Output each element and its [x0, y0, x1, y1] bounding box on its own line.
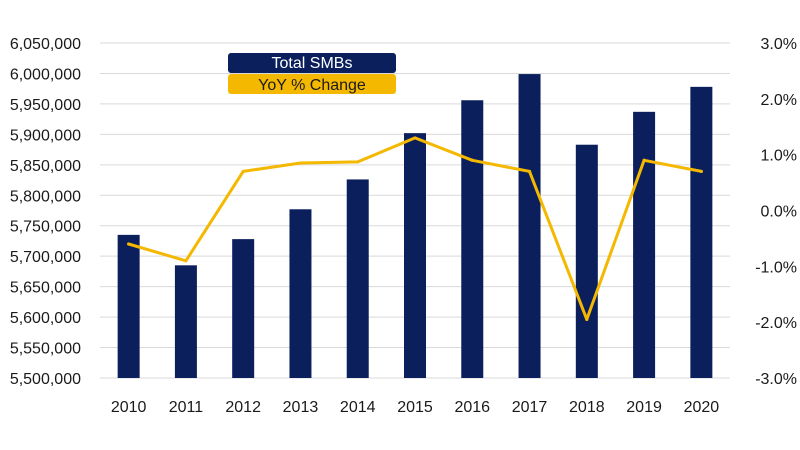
x-axis-tick-label: 2013	[283, 399, 319, 416]
left-axis-tick-label: 5,950,000	[10, 97, 81, 114]
legend: Total SMBs YoY % Change	[228, 53, 396, 94]
left-axis-tick-label: 5,700,000	[10, 249, 81, 266]
x-axis-tick-labels: 2010 2011 2012 2013 2014 2015 2016 2017 2018 2019…	[111, 399, 719, 416]
left-axis-tick-label: 5,600,000	[10, 310, 81, 327]
right-axis-tick-label: 3.0%	[761, 36, 797, 53]
x-axis-tick-label: 2010	[111, 399, 147, 416]
x-axis-tick-label: 2018	[569, 399, 605, 416]
x-axis-tick-label: 2015	[397, 399, 433, 416]
x-axis-tick-label: 2017	[512, 399, 548, 416]
bar-2015	[404, 133, 426, 378]
bar-2018	[575, 144, 598, 378]
bar-2016	[461, 100, 484, 378]
bar-2010	[117, 234, 140, 378]
x-axis-tick-label: 2019	[626, 399, 662, 416]
left-axis-tick-label: 5,900,000	[10, 127, 81, 144]
line-series-yoy-change	[127, 136, 703, 321]
bar-2014	[346, 179, 369, 378]
x-axis-tick-label: 2020	[684, 399, 720, 416]
bar-2019	[633, 111, 656, 378]
left-axis-tick-label: 6,000,000	[10, 66, 81, 83]
x-axis-tick-label: 2011	[169, 399, 204, 416]
left-axis-tick-label: 6,050,000	[10, 36, 81, 53]
line-point-2014	[356, 160, 360, 164]
line-point-2017	[527, 169, 532, 174]
line-point-2018	[585, 317, 589, 321]
x-axis-tick-label: 2016	[454, 399, 490, 416]
right-axis-tick-label: 2.0%	[761, 92, 797, 109]
legend-label-total-smbs: Total SMBs	[272, 55, 353, 72]
x-axis-tick-label: 2012	[225, 399, 261, 416]
line-point-2013	[298, 161, 303, 165]
bar-2013	[289, 209, 312, 378]
line-point-2011	[184, 259, 188, 263]
line-point-2020	[699, 169, 703, 174]
bar-2012	[232, 239, 255, 378]
legend-label-yoy-change: YoY % Change	[258, 77, 366, 94]
left-axis-tick-label: 5,550,000	[10, 341, 81, 358]
line-point-2012	[241, 169, 245, 174]
right-axis-tick-label: 1.0%	[761, 148, 797, 165]
left-axis-tick-label: 5,650,000	[10, 280, 81, 297]
right-axis-tick-label: -2.0%	[755, 315, 797, 332]
left-axis-tick-label: 5,500,000	[10, 371, 81, 388]
right-axis-tick-label: 0.0%	[761, 204, 797, 221]
right-axis-tick-labels: -3.0% -2.0% -1.0% 0.0% 1.0% 2.0% 3.0%	[755, 36, 797, 388]
legend-swatch-total-smbs	[228, 53, 396, 73]
x-axis-tick-label: 2014	[340, 399, 376, 416]
line-point-2010	[127, 242, 131, 246]
bar-series-total-smbs	[117, 74, 713, 379]
left-axis-tick-label: 5,800,000	[10, 188, 81, 205]
legend-swatch-yoy-change	[228, 74, 396, 94]
left-axis-tick-label: 5,850,000	[10, 158, 81, 175]
bar-2011	[174, 265, 197, 378]
bar-2020	[690, 86, 713, 378]
bar-2017	[518, 74, 541, 379]
left-axis-tick-labels: 5,500,000 5,550,000 5,600,000 5,650,000 5,70…	[10, 36, 81, 388]
right-axis-tick-label: -3.0%	[755, 371, 797, 388]
line-point-2015	[413, 136, 417, 140]
line-point-2016	[470, 158, 474, 162]
line-point-2019	[642, 158, 646, 162]
left-axis-tick-label: 5,750,000	[10, 219, 81, 236]
right-axis-tick-label: -1.0%	[755, 259, 797, 276]
